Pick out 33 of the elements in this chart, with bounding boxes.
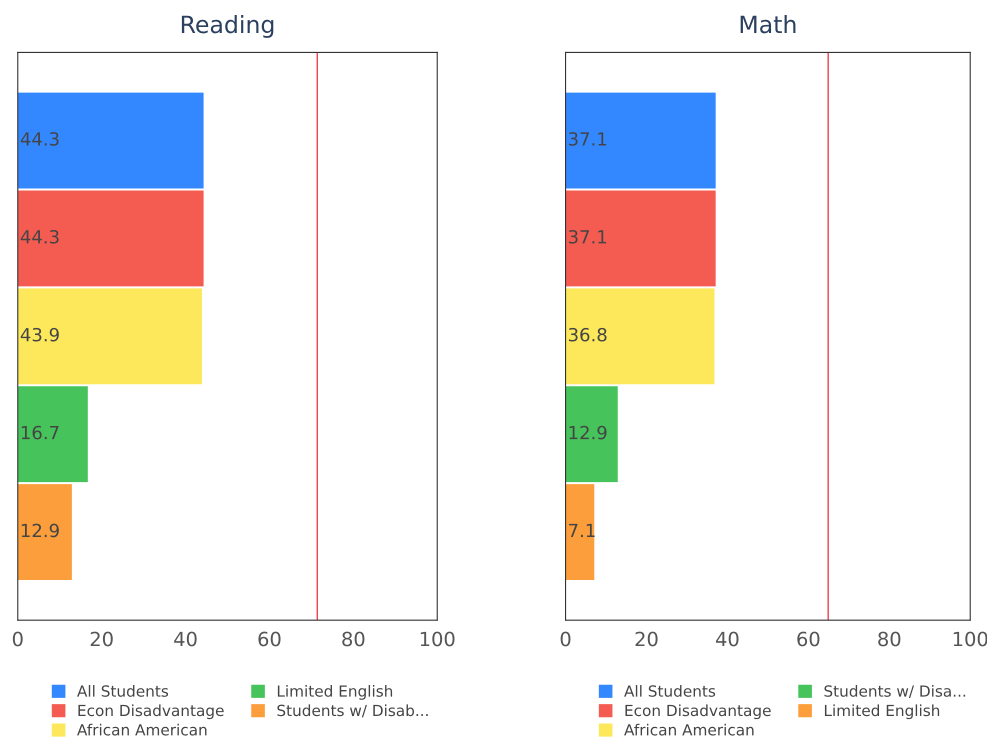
x-tick-label: 0 — [560, 632, 570, 646]
chart-title: Reading — [182, 15, 274, 38]
x-tick-label: 80 — [878, 632, 900, 646]
legend-label: Econ Disadvantage — [625, 704, 771, 720]
data-label: 16.7 — [22, 426, 59, 440]
legend-label: All Students — [624, 685, 716, 697]
data-label: 12.9 — [570, 426, 607, 440]
legend-label: Students w/ Disab... — [277, 704, 428, 718]
x-tick-label: 80 — [342, 632, 364, 646]
data-label: 43.9 — [20, 328, 59, 342]
legend-label: Limited English — [278, 685, 392, 700]
data-label: 44.3 — [20, 132, 59, 146]
chart-title: Math — [740, 15, 796, 34]
x-tick-label: 20 — [90, 632, 113, 646]
x-tick-label: 60 — [258, 632, 281, 646]
x-tick-label: 100 — [420, 632, 455, 646]
legend-label: All Students — [77, 685, 168, 697]
data-label: 36.8 — [568, 328, 607, 342]
x-tick-label: 20 — [636, 632, 658, 646]
data-label: 37.1 — [568, 230, 606, 244]
legend-label: Students w/ Disa... — [824, 685, 966, 698]
legend-label: Limited English — [824, 704, 940, 720]
x-tick-label: 40 — [174, 632, 197, 646]
data-label: 44.3 — [20, 230, 59, 244]
legend-label: African American — [624, 724, 754, 736]
legend-label: African American — [77, 724, 206, 736]
legend-label: Econ Disadvantage — [78, 704, 224, 720]
x-tick-label: 60 — [797, 632, 820, 646]
data-label: 37.1 — [568, 132, 606, 146]
x-tick-label: 100 — [954, 632, 987, 646]
data-label: 12.9 — [22, 524, 59, 538]
x-tick-label: 40 — [716, 632, 738, 646]
x-tick-label: 0 — [12, 632, 23, 646]
